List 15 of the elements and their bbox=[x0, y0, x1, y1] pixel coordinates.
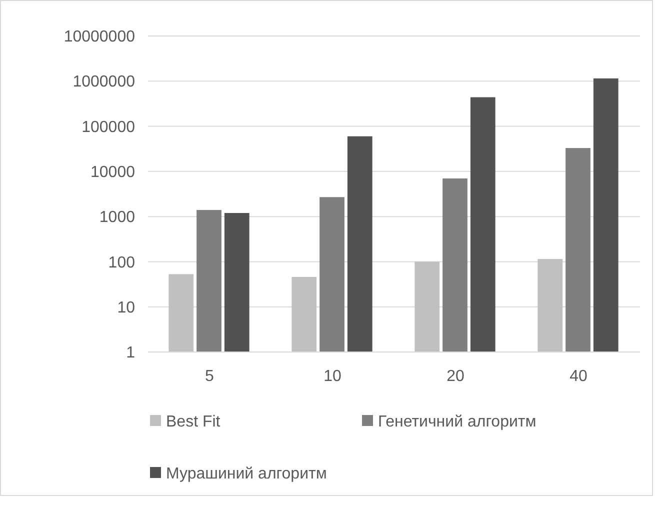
legend-label: Генетичний алгоритм bbox=[378, 414, 536, 431]
y-tick-label: 10000000 bbox=[64, 28, 136, 46]
x-tick-label: 40 bbox=[570, 368, 588, 385]
y-tick-label: 100 bbox=[108, 254, 136, 272]
x-tick-label: 10 bbox=[324, 368, 342, 385]
y-tick-label: 1000000 bbox=[72, 74, 136, 91]
legend-label: Мурашиний алгоритм bbox=[166, 466, 327, 483]
y-tick-label: 100000 bbox=[82, 118, 136, 136]
y-tick-label: 10000 bbox=[90, 164, 136, 182]
x-tick-label: 20 bbox=[446, 368, 464, 385]
legend-label: Best Fit bbox=[166, 414, 221, 431]
y-tick-label: 1 bbox=[126, 344, 136, 362]
y-tick-label: 1000 bbox=[99, 209, 136, 226]
y-tick-label: 10 bbox=[117, 299, 136, 316]
x-tick-label: 5 bbox=[205, 368, 214, 385]
